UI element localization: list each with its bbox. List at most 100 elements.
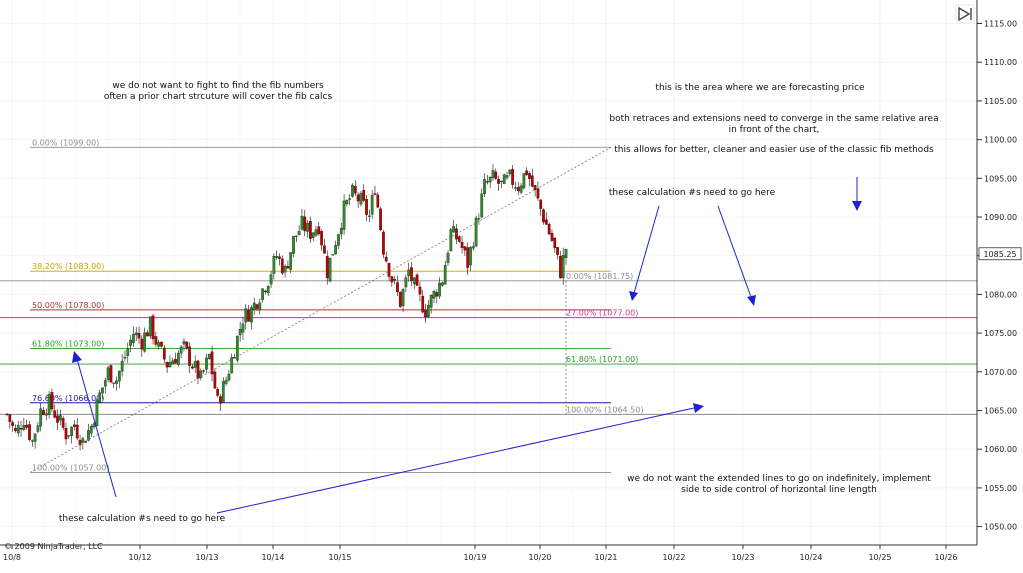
candle-body [500,180,503,182]
candle-body [289,252,293,270]
arrowhead-forecast [852,201,862,211]
candle-body [328,257,332,282]
candle-body [28,424,31,440]
candle-body [33,433,37,442]
candle-body [87,430,90,441]
candle-body [294,235,298,237]
candle-body [353,186,357,194]
candle-body [171,360,175,365]
candle-body [325,256,329,279]
candle-body [95,399,99,427]
candle-body [47,394,51,415]
candle-body [286,266,290,269]
candle-body [151,315,155,340]
y-tick-label: 1070.00 [984,368,1017,377]
fib-extension-label: 61.80% (1071.00) [566,355,638,364]
candle-body [390,276,394,283]
fib-retracement-label: 38.20% (1083.00) [32,262,104,271]
candle-body [132,334,135,343]
candle-body [199,370,203,379]
candle-body [412,277,416,285]
x-tick-label: 10/8 [3,553,21,562]
candle-body [255,304,259,309]
arrowhead-calc-left [629,291,638,301]
candle-body [477,218,481,220]
candle-body [70,426,73,436]
candle-body [314,229,318,236]
x-tick-label: 10/13 [195,553,218,562]
candle-body [300,215,304,230]
candle-body [53,410,57,418]
trend-tool-line[interactable] [29,146,612,473]
arrowhead-calc-right [747,295,756,306]
fib-retracement-label: 50.00% (1078.00) [32,301,104,310]
candle-body [56,415,59,423]
candle-body [530,175,534,187]
candle-body [67,435,71,437]
candle-body [373,193,377,195]
candle-body [528,173,531,179]
candle-body [418,286,422,295]
note-extended-lines-2: side to side control of horizontal line … [681,485,877,495]
candle-body [536,188,540,199]
candle-body [519,185,523,193]
candle-body [556,247,559,255]
note-fib-numbers: we do not want to fight to find the fib … [112,81,324,91]
candle-body [177,352,180,365]
candle-body [205,357,208,370]
candle-body [59,415,62,421]
candle-body [441,282,444,286]
candle-body [494,171,498,179]
x-tick-label: 10/20 [528,553,551,562]
y-tick-label: 1050.00 [984,523,1017,532]
candle-body [396,282,399,293]
candle-body [547,224,551,235]
candle-body [162,347,166,360]
chart-scroll-end-icon[interactable] [955,4,975,24]
candle-body [157,342,161,347]
note-converge-line1: both retraces and extensions need to con… [609,114,938,124]
candle-body [64,428,68,440]
fib-extension-label: 27.00% (1077.00) [566,309,638,318]
candle-body [379,208,382,231]
candle-body [334,245,338,255]
candle-body [148,316,152,337]
candle-body [483,179,486,195]
note-calc-top: these calculation #s need to go here [609,188,776,198]
candle-body [140,338,144,350]
candle-body [345,200,349,205]
candle-body [84,441,88,443]
x-tick-label: 10/24 [799,553,822,562]
candle-body [137,333,141,339]
candle-body [488,176,492,183]
candle-body [221,381,225,403]
candle-body [22,425,26,430]
candle-body [550,232,554,241]
candle-body [118,371,121,382]
candle-body [432,291,436,299]
arrow-line-calc-left [633,205,660,294]
candle-body [292,235,295,254]
candle-body [387,263,391,277]
candle-body [471,246,475,249]
candle-body [213,371,217,389]
candle-body [219,396,222,404]
candle-body [514,187,517,189]
candle-body [410,267,413,281]
candle-body [261,288,264,301]
candle-body [331,254,335,256]
candle-body [266,285,270,294]
candle-body [505,175,509,178]
candle-body [44,413,48,416]
candle-body [193,361,197,368]
candle-body [457,236,461,242]
candle-body [485,181,489,183]
candle-body [339,228,343,235]
candle-body [210,351,214,375]
y-tick-label: 1065.00 [984,407,1017,416]
note-converge-line2: in front of the chart, [729,125,820,135]
candle-body [179,346,183,354]
candle-body [382,231,385,255]
candle-body [480,193,484,218]
